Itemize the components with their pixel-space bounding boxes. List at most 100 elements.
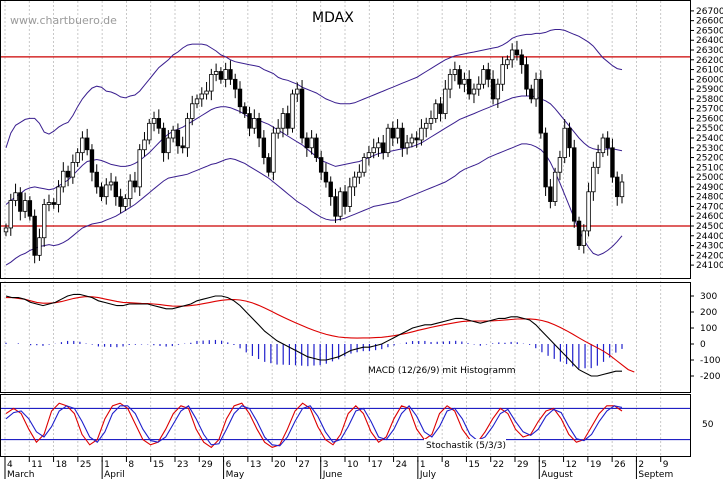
candle-body bbox=[137, 149, 142, 188]
price-y-tick-label: 25800 bbox=[696, 95, 723, 105]
candle-body bbox=[562, 127, 567, 158]
candle-body bbox=[266, 157, 271, 173]
candle-body bbox=[552, 171, 558, 202]
candle-body bbox=[347, 186, 353, 207]
candle-body bbox=[390, 127, 395, 139]
candle-body bbox=[404, 142, 410, 149]
bollinger-upper-line bbox=[5, 29, 623, 148]
x-tick-label: 8 bbox=[444, 460, 450, 470]
month-label: April bbox=[104, 470, 125, 479]
price-y-tick-label: 24800 bbox=[696, 193, 723, 203]
candle-body bbox=[37, 237, 42, 256]
candle-body bbox=[175, 129, 181, 147]
price-y-tick-label: 26000 bbox=[696, 75, 723, 85]
price-y-tick-label: 24100 bbox=[696, 261, 723, 271]
candle-body bbox=[400, 127, 405, 149]
candle-body bbox=[185, 118, 190, 149]
candle-body bbox=[70, 162, 76, 178]
candle-body bbox=[290, 93, 295, 129]
candle-body bbox=[447, 74, 453, 90]
candle-body bbox=[381, 142, 386, 154]
stochastic-label: Stochastik (5/3/3) bbox=[426, 441, 506, 451]
macd-y-tick-label: 300 bbox=[700, 292, 717, 302]
candle-body bbox=[548, 186, 553, 202]
candle-body bbox=[166, 137, 171, 154]
x-tick-label: 19 bbox=[590, 460, 602, 470]
candle-body bbox=[610, 147, 615, 178]
candle-body bbox=[490, 78, 496, 100]
price-y-tick-label: 26100 bbox=[696, 66, 723, 76]
candle-body bbox=[104, 184, 109, 198]
candle-body bbox=[505, 59, 510, 66]
x-tick-label: 17 bbox=[371, 460, 382, 470]
candle-body bbox=[424, 122, 429, 129]
price-y-tick-label: 26700 bbox=[696, 7, 723, 17]
candle-body bbox=[228, 69, 233, 80]
x-tick-label: 23 bbox=[177, 460, 188, 470]
candle-body bbox=[242, 106, 247, 114]
stochastic-k-line bbox=[5, 402, 623, 449]
x-tick-label: 27 bbox=[298, 460, 309, 470]
macd-signal-line bbox=[6, 296, 635, 373]
price-frame bbox=[0, 0, 691, 279]
candle-body bbox=[457, 69, 462, 85]
candle-body bbox=[514, 49, 520, 56]
candle-body bbox=[237, 88, 243, 108]
macd-label: MACD (12/26/9) mit Histogramm bbox=[368, 366, 516, 376]
candle-body bbox=[8, 200, 13, 229]
candle-body bbox=[295, 88, 300, 95]
bollinger-lower-line bbox=[5, 143, 623, 266]
candle-body bbox=[252, 118, 257, 129]
x-tick-label: 25 bbox=[80, 460, 91, 470]
candle-body bbox=[299, 88, 305, 139]
x-tick-label: 1 bbox=[420, 460, 426, 470]
candle-body bbox=[509, 49, 515, 61]
candle-body bbox=[13, 192, 18, 201]
month-label: May bbox=[226, 470, 245, 479]
price-y-tick-label: 24500 bbox=[696, 222, 723, 232]
candle-body bbox=[466, 78, 472, 95]
candle-body bbox=[395, 127, 400, 139]
price-y-tick-label: 26200 bbox=[696, 56, 723, 66]
candle-body bbox=[318, 157, 324, 173]
candle-body bbox=[333, 196, 338, 217]
x-tick-label: 3 bbox=[323, 460, 329, 470]
candle-body bbox=[438, 103, 443, 114]
x-tick-label: 20 bbox=[274, 460, 286, 470]
candle-body bbox=[361, 157, 367, 173]
candle-body bbox=[209, 74, 214, 92]
candle-body bbox=[371, 147, 376, 154]
stoch-frame bbox=[0, 394, 691, 457]
chart-title: MDAX bbox=[312, 10, 354, 26]
price-y-tick-label: 25900 bbox=[696, 85, 723, 95]
candle-body bbox=[615, 176, 620, 198]
candle-body bbox=[323, 171, 329, 183]
candle-body bbox=[538, 78, 544, 134]
candle-body bbox=[385, 127, 391, 154]
candle-body bbox=[419, 127, 424, 141]
candle-body bbox=[586, 191, 591, 232]
bollinger-middle-line bbox=[5, 95, 623, 205]
candle-body bbox=[342, 191, 348, 207]
candle-body bbox=[118, 196, 123, 207]
candle-body bbox=[581, 230, 586, 246]
candle-body bbox=[61, 170, 66, 188]
candle-body bbox=[605, 137, 610, 149]
price-y-tick-label: 25000 bbox=[696, 173, 723, 183]
stoch-y-tick-label: 50 bbox=[702, 420, 714, 430]
candle-body bbox=[199, 93, 204, 100]
candle-body bbox=[519, 54, 524, 66]
candle-body bbox=[285, 113, 290, 129]
price-y-tick-label: 25600 bbox=[696, 114, 723, 124]
x-tick-label: 9 bbox=[663, 460, 669, 470]
candle-body bbox=[271, 132, 276, 173]
x-tick-label: 15 bbox=[153, 460, 164, 470]
candle-body bbox=[94, 171, 99, 188]
x-tick-label: 24 bbox=[396, 460, 408, 470]
candle-body bbox=[161, 127, 166, 154]
candle-body bbox=[443, 88, 448, 114]
price-panel bbox=[1, 29, 690, 266]
candle-body bbox=[567, 127, 572, 149]
watermark: www.chartbuero.de bbox=[10, 14, 117, 27]
